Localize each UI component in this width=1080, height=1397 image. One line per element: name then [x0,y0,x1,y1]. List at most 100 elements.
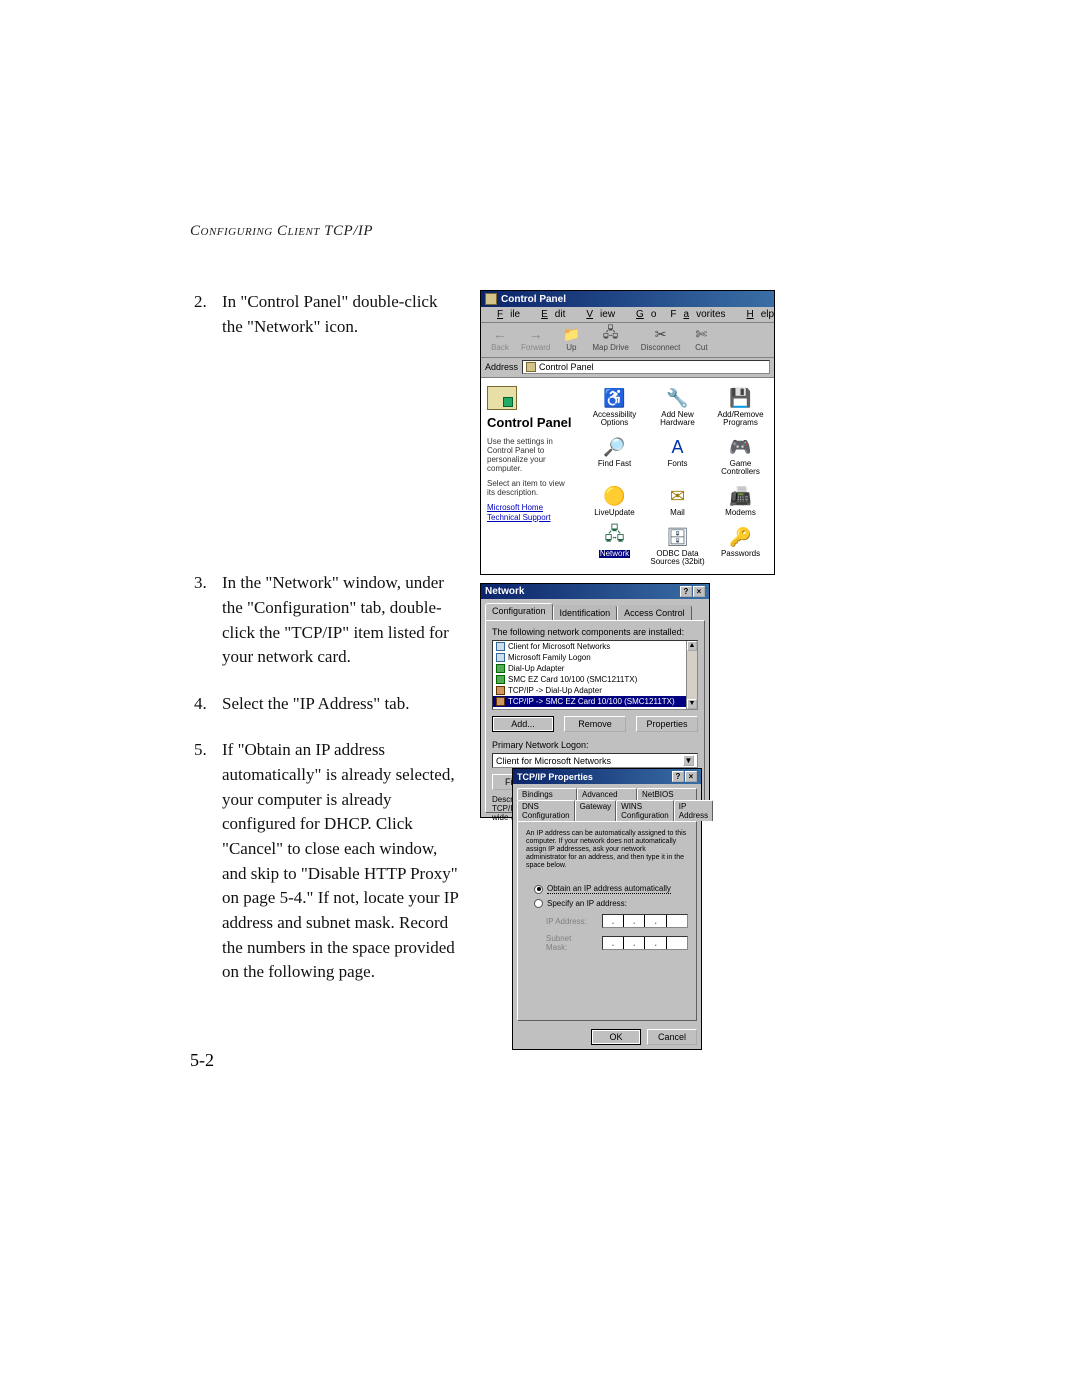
dropdown-arrow-icon[interactable]: ▼ [683,755,694,766]
tab-netbios[interactable]: NetBIOS [637,788,697,800]
cp-item-liveupdate[interactable]: 🟡LiveUpdate [583,482,646,519]
component-label: Dial-Up Adapter [508,664,564,673]
tab-advanced[interactable]: Advanced [577,788,637,800]
tab-bindings[interactable]: Bindings [517,788,577,800]
menu-favorites[interactable]: Favorites [663,308,732,321]
item-icon: ✉ [666,484,690,508]
primary-logon-dropdown[interactable]: Client for Microsoft Networks ▼ [492,753,698,768]
control-panel-icon [487,386,517,410]
cp-item-fonts[interactable]: AFonts [646,433,709,478]
close-button[interactable]: × [685,771,697,782]
radio-obtain-auto[interactable]: Obtain an IP address automatically [534,884,688,894]
toolbar-icon: ✄ [692,326,710,342]
subnet-mask-label: Subnet Mask: [546,934,594,952]
step-number: 5. [190,738,222,984]
item-label: Network [599,550,630,558]
network-titlebar: Network ? × [481,584,709,599]
help-button[interactable]: ? [680,586,692,597]
tcpip-titlebar: TCP/IP Properties ? × [513,769,701,784]
cp-item-modems[interactable]: 📠Modems [709,482,772,519]
toolbar-disconnect[interactable]: ✂Disconnect [635,326,687,352]
cp-menubar: File Edit View Go Favorites Help [481,307,774,323]
step-number: 4. [190,692,222,717]
component-label: Client for Microsoft Networks [508,642,610,651]
folder-icon [526,362,536,372]
cp-item-odbc-data-sources-32bit-[interactable]: 🗄ODBC Data Sources (32bit) [646,523,709,568]
item-label: LiveUpdate [594,509,634,517]
scrollbar[interactable]: ▲ ▼ [686,641,697,709]
toolbar-label: Back [491,343,509,352]
tab-configuration[interactable]: Configuration [485,603,553,620]
item-label: Add/Remove Programs [710,411,771,427]
cp-item-passwords[interactable]: 🔑Passwords [709,523,772,568]
step-text: In the "Network" window, under the "Conf… [222,571,460,670]
item-label: Add New Hardware [647,411,708,427]
help-button[interactable]: ? [672,771,684,782]
tab-wins[interactable]: WINS Configuration [616,800,674,821]
close-button[interactable]: × [693,586,705,597]
cp-item-add-remove-programs[interactable]: 💾Add/Remove Programs [709,384,772,429]
radio-specify[interactable]: Specify an IP address: [534,899,688,908]
toolbar-forward: →Forward [515,326,556,352]
link-ms-home[interactable]: Microsoft Home [487,503,575,512]
item-icon: 💾 [729,386,753,410]
item-icon: 🟡 [603,484,627,508]
cp-item-mail[interactable]: ✉Mail [646,482,709,519]
item-icon: 📠 [729,484,753,508]
toolbar-map-drive[interactable]: 🖧Map Drive [586,326,634,352]
tab-dns[interactable]: DNS Configuration [517,800,575,821]
tab-ip-address[interactable]: IP Address [674,800,713,821]
address-box[interactable]: Control Panel [522,360,770,374]
cp-sidebar: Control Panel Use the settings in Contro… [481,378,581,574]
component-item[interactable]: Client for Microsoft Networks [493,641,697,652]
cp-item-add-new-hardware[interactable]: 🔧Add New Hardware [646,384,709,429]
menu-help[interactable]: Help [733,308,782,321]
primary-logon-value: Client for Microsoft Networks [496,756,611,766]
menu-edit[interactable]: Edit [527,308,572,321]
component-item[interactable]: SMC EZ Card 10/100 (SMC1211TX) [493,674,697,685]
scroll-up[interactable]: ▲ [687,641,697,651]
remove-button[interactable]: Remove [564,716,626,732]
tab-access-control[interactable]: Access Control [617,605,692,620]
menu-view[interactable]: View [572,308,622,321]
cp-item-network[interactable]: 🖧Network [583,523,646,568]
tab-identification[interactable]: Identification [553,605,618,620]
tab-gateway[interactable]: Gateway [575,800,617,821]
properties-button[interactable]: Properties [636,716,698,732]
ok-button[interactable]: OK [591,1029,641,1045]
scroll-down[interactable]: ▼ [687,699,697,709]
component-icon [496,675,505,684]
menu-go[interactable]: Go [622,308,663,321]
toolbar-icon: ← [491,326,509,342]
cp-sidebar-title: Control Panel [487,416,575,429]
component-label: TCP/IP -> SMC EZ Card 10/100 (SMC1211TX) [508,697,675,706]
component-item[interactable]: Dial-Up Adapter [493,663,697,674]
ip-info-text: An IP address can be automatically assig… [526,830,688,870]
item-label: Passwords [721,550,760,558]
link-tech-support[interactable]: Technical Support [487,513,575,522]
steps-column: 2. In "Control Panel" double-click the "… [190,290,460,1050]
cp-toolbar: ←Back →Forward📁Up🖧Map Drive✂Disconnect✄Cu… [481,323,774,358]
component-label: TCP/IP -> Dial-Up Adapter [508,686,602,695]
step-text: Select the "IP Address" tab. [222,692,460,717]
tcpip-tabs: Bindings Advanced NetBIOS DNS Configurat… [513,784,701,821]
item-icon: 🖧 [603,525,627,549]
item-label: Accessibility Options [584,411,645,427]
network-tabs: Configuration Identification Access Cont… [481,599,709,620]
add-button[interactable]: Add... [492,716,554,732]
component-icon [496,653,505,662]
cancel-button[interactable]: Cancel [647,1029,697,1045]
item-icon: 🔎 [603,435,627,459]
components-listbox[interactable]: Client for Microsoft NetworksMicrosoft F… [492,640,698,710]
cp-item-find-fast[interactable]: 🔎Find Fast [583,433,646,478]
component-item[interactable]: TCP/IP -> SMC EZ Card 10/100 (SMC1211TX) [493,696,697,707]
toolbar-up[interactable]: 📁Up [556,326,586,352]
component-item[interactable]: Microsoft Family Logon [493,652,697,663]
component-icon [496,686,505,695]
address-label: Address [485,362,518,372]
component-item[interactable]: TCP/IP -> Dial-Up Adapter [493,685,697,696]
cp-item-accessibility-options[interactable]: ♿Accessibility Options [583,384,646,429]
cp-item-game-controllers[interactable]: 🎮Game Controllers [709,433,772,478]
menu-file[interactable]: File [483,308,527,321]
toolbar-cut[interactable]: ✄Cut [686,326,716,352]
